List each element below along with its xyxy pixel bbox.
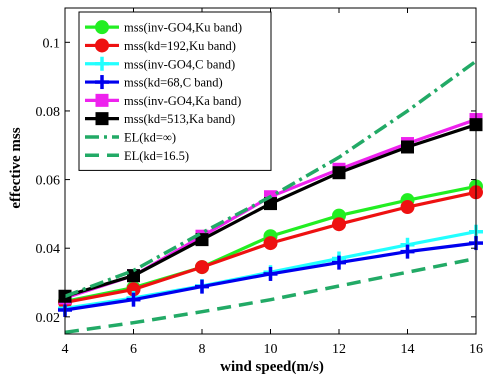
legend-entry-4: mss(inv-GO4,Ka band) xyxy=(85,93,241,108)
y-tick-label-4: 0.1 xyxy=(43,36,61,51)
x-tick-label-3: 10 xyxy=(264,342,278,357)
series-5-point-5 xyxy=(401,140,414,154)
legend-label-6: EL(kd=∞) xyxy=(124,130,176,144)
series-3-point-5 xyxy=(400,244,415,259)
x-tick-label-0: 4 xyxy=(62,342,69,357)
y-axis-title: effective mss xyxy=(8,127,24,208)
x-tick-label-1: 6 xyxy=(130,342,137,357)
series-1-point-3 xyxy=(263,236,278,251)
series-5 xyxy=(58,118,483,303)
legend: mss(inv-GO4,Ku band) mss(kd=192,Ku band) m… xyxy=(78,11,272,171)
x-tick-label-6: 16 xyxy=(469,342,483,357)
legend-entry-5: mss(kd=513,Ka band) xyxy=(85,112,235,126)
legend-label-1: mss(kd=192,Ku band) xyxy=(124,39,236,53)
legend-marker-1 xyxy=(95,38,109,53)
series-3-point-2 xyxy=(195,279,209,294)
series-1-point-4 xyxy=(332,217,346,232)
x-tick-label-2: 8 xyxy=(199,342,206,357)
legend-label-7: EL(kd=16.5) xyxy=(124,149,189,163)
series-line-7 xyxy=(64,256,477,335)
legend-box xyxy=(78,11,272,171)
legend-entry-7: EL(kd=16.5) xyxy=(85,149,189,163)
series-1-point-2 xyxy=(195,260,209,275)
x-axis-title: wind speed(m/s) xyxy=(220,359,324,375)
y-tick-label-0: 0.02 xyxy=(36,311,61,326)
y-tick-label-1: 0.04 xyxy=(36,242,61,257)
legend-label-5: mss(kd=513,Ka band) xyxy=(124,112,235,126)
legend-entry-3: mss(kd=68,C band) xyxy=(85,75,223,90)
series-3-point-3 xyxy=(263,266,278,281)
x-tick-label-4: 12 xyxy=(332,342,346,357)
legend-marker-2 xyxy=(95,56,109,71)
legend-entry-6: EL(kd=∞) xyxy=(85,130,176,144)
legend-marker-5 xyxy=(95,112,109,126)
series-1-point-5 xyxy=(400,200,415,215)
legend-marker-0 xyxy=(95,20,109,35)
axes-layer: 4 6 8 10 12 14 16 0.02 0.04 0.06 0.08 0.1 xyxy=(36,7,483,357)
legend-label-4: mss(inv-GO4,Ka band) xyxy=(124,94,241,108)
legend-label-2: mss(inv-GO4,C band) xyxy=(124,57,235,71)
series-5-point-4 xyxy=(332,166,346,180)
legend-entry-2: mss(inv-GO4,C band) xyxy=(85,56,235,71)
series-3-point-1 xyxy=(126,292,141,307)
series-6 xyxy=(64,59,478,298)
series-line-6 xyxy=(64,59,478,298)
series-5-point-1 xyxy=(127,269,140,283)
series-layer xyxy=(58,59,483,335)
y-tick-label-3: 0.08 xyxy=(36,105,61,120)
legend-label-0: mss(inv-GO4,Ku band) xyxy=(124,21,242,35)
legend-entry-0: mss(inv-GO4,Ku band) xyxy=(85,20,242,35)
series-3-point-4 xyxy=(332,255,346,270)
legend-label-3: mss(kd=68,C band) xyxy=(124,76,223,90)
x-tick-label-5: 14 xyxy=(401,342,415,357)
legend-marker-4 xyxy=(95,93,109,107)
y-tick-label-2: 0.06 xyxy=(36,174,61,189)
legend-marker-3 xyxy=(95,75,109,90)
series-7 xyxy=(64,256,477,335)
series-5-point-2 xyxy=(195,233,209,247)
legend-entry-1: mss(kd=192,Ku band) xyxy=(85,38,236,53)
